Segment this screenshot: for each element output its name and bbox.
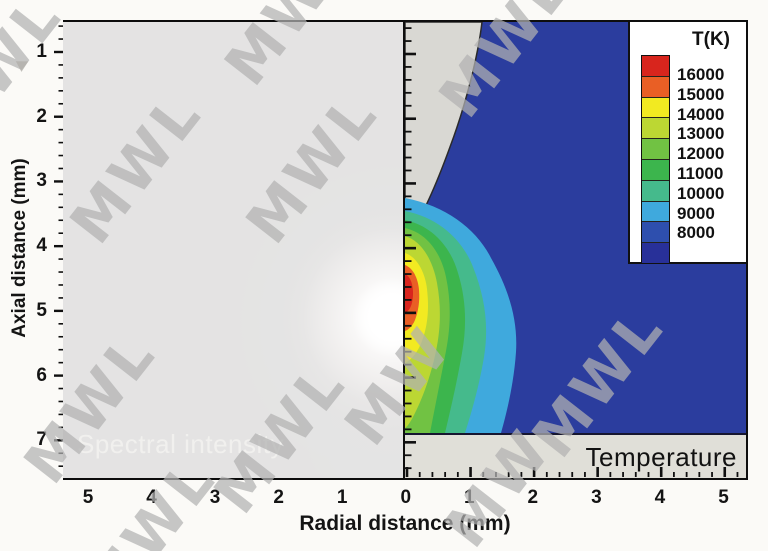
contour-16000K (405, 274, 413, 313)
radial-tick-label: 1 (336, 487, 348, 508)
legend-labels: 16000 15000 14000 13000 12000 11000 10000 9000 8… (677, 65, 724, 243)
legend-color-segment (642, 138, 669, 159)
legend-color-segment (642, 117, 669, 139)
axial-tick-label: 3 (36, 170, 47, 192)
legend-label: 13000 (677, 124, 725, 144)
legend-color-segment (642, 200, 669, 222)
radial-tick-label: 1 (464, 487, 475, 508)
spectral-intensity-panel: Spectral intensity (63, 20, 403, 480)
axial-tick-label: 1 (36, 41, 47, 62)
legend-label: 14000 (677, 104, 725, 124)
temperature-panel: Temperature T(K) 16000 15000 14000 13000 120… (403, 20, 748, 480)
legend-label: 10000 (677, 183, 725, 203)
legend-label: 15000 (677, 84, 725, 104)
legend-label: 16000 (677, 65, 725, 84)
legend-color-segment (642, 179, 669, 201)
legend-colorbar (641, 55, 670, 264)
radial-tick-label: 4 (654, 487, 666, 508)
legend-label: 12000 (677, 144, 725, 164)
axial-axis-ticks (54, 25, 63, 467)
legend-label: 8000 (677, 223, 715, 243)
axial-tick-label: 2 (36, 105, 47, 127)
axial-tick-label: 4 (36, 235, 47, 257)
radial-tick-label: 2 (527, 487, 539, 508)
radial-tick-label: 5 (718, 487, 729, 508)
legend-color-segment (642, 96, 669, 118)
spectral-intensity-caption: Spectral intensity (77, 429, 284, 459)
temperature-caption-band: Temperature (405, 433, 746, 478)
axial-tick-label: 5 (36, 299, 47, 321)
radial-tick-label: 3 (591, 487, 602, 508)
radial-axis-ticks (405, 27, 739, 477)
legend-color-segment (642, 158, 669, 180)
radial-tick-label: 0 (400, 487, 412, 508)
radial-tick-label: 5 (82, 487, 94, 508)
legend-color-segment (642, 242, 669, 263)
legend-title: T(K) (692, 29, 730, 50)
legend-label: 11000 (677, 163, 724, 183)
radial-axis-title: Radial distance (mm) (299, 512, 511, 535)
radial-tick-label: 4 (146, 487, 157, 508)
axial-tick-label: 7 (36, 429, 47, 451)
legend-color-segment (642, 221, 669, 243)
temperature-legend: T(K) 16000 15000 14000 13000 12000 11000 10000… (628, 22, 746, 264)
axial-tick-label: 6 (36, 364, 47, 386)
radial-tick-label: 3 (209, 487, 221, 508)
radial-tick-label: 2 (273, 487, 284, 508)
legend-label: 9000 (677, 203, 715, 223)
legend-color-segment (642, 56, 669, 76)
legend-color-segment (642, 75, 669, 97)
